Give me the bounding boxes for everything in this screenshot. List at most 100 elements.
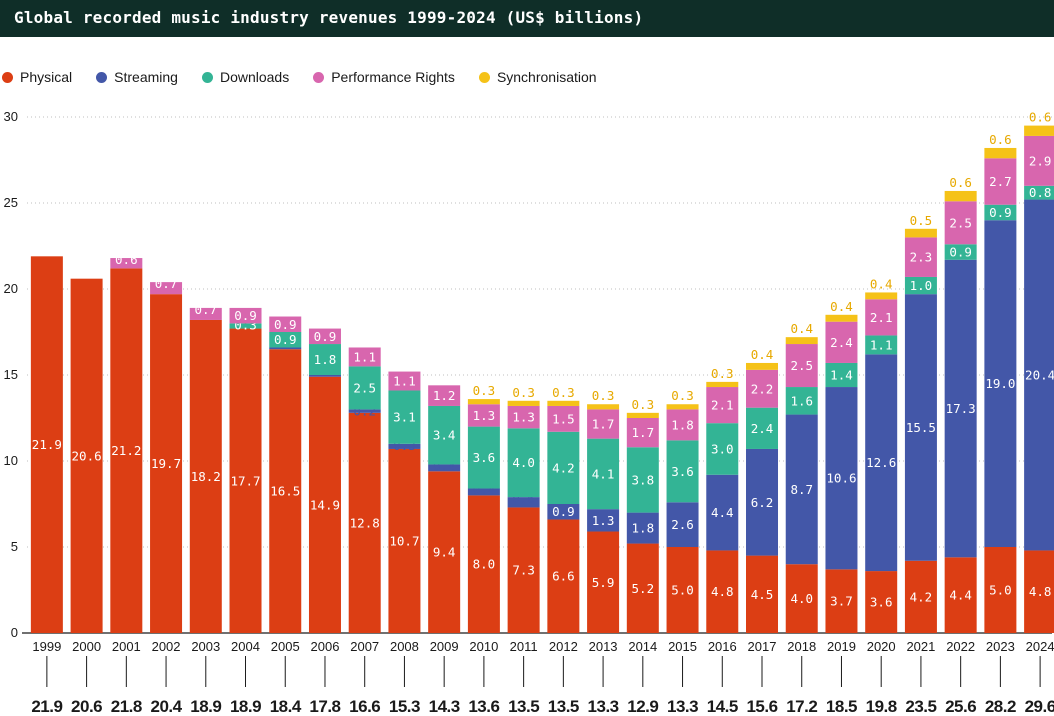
bar-segment-physical [746, 555, 779, 633]
legend-item-performance-rights: Performance Rights [313, 69, 455, 85]
data-label: 8.0 [473, 557, 496, 572]
bar-segment-physical [428, 471, 461, 633]
data-label: 0.4 [751, 347, 774, 362]
data-label: 3.8 [632, 472, 655, 487]
bar-segment-physical [70, 278, 103, 633]
data-label: 5.0 [989, 583, 1012, 598]
data-label: 4.0 [790, 591, 813, 606]
x-tick-label: 2016 [708, 639, 737, 654]
total-label: 17.2 [786, 697, 817, 716]
y-tick-label: 0 [11, 625, 18, 640]
data-label: 6.2 [751, 495, 774, 510]
total-label: 19.8 [866, 697, 897, 716]
data-label: 4.2 [910, 589, 933, 604]
data-label: 2.1 [870, 310, 893, 325]
total-label: 21.8 [111, 697, 142, 716]
bar-segment-physical [269, 349, 302, 633]
x-tick-label: 2013 [589, 639, 618, 654]
bar-segment-downloads [229, 323, 262, 329]
x-tick-label: 2011 [510, 639, 538, 654]
data-label: 19.0 [985, 376, 1015, 391]
bar-segment-downloads [785, 387, 818, 415]
legend-item-physical: Physical [2, 69, 72, 85]
data-label: 0.6 [1029, 110, 1052, 125]
bar-segment-downloads [706, 423, 739, 475]
bar-segment-downloads [746, 407, 779, 449]
data-label: 5.9 [592, 575, 615, 590]
data-label: 0.6 [989, 132, 1012, 147]
data-label: 4.0 [512, 455, 535, 470]
bar-segment-performance-rights [944, 201, 977, 245]
data-label: 0.9 [274, 332, 297, 347]
legend: Physical Streaming Downloads Performance Ri… [2, 67, 621, 87]
data-label: 0.3 [632, 397, 655, 412]
bar-segment-physical [547, 519, 580, 633]
legend-label: Streaming [114, 69, 178, 85]
bar-segment-physical [388, 448, 421, 633]
bar-segment-synchronisation [587, 404, 620, 410]
bar-segment-streaming [308, 375, 341, 377]
data-label: 3.6 [473, 450, 496, 465]
x-tick-label: 2024 [1026, 639, 1054, 654]
total-label: 13.3 [588, 697, 619, 716]
data-label: 0.9 [274, 317, 297, 332]
x-tick-label: 1999 [32, 639, 61, 654]
total-label: 18.9 [230, 697, 261, 716]
bar-segment-physical [785, 564, 818, 633]
total-label: 12.9 [627, 697, 658, 716]
data-label: 1.7 [592, 417, 615, 432]
data-label: 3.6 [870, 595, 893, 610]
legend-swatch [2, 71, 13, 83]
total-label: 13.6 [468, 697, 499, 716]
bar-segment-performance-rights [428, 385, 461, 406]
bar-segment-streaming [746, 448, 779, 556]
bar-segment-physical [904, 560, 937, 633]
total-label: 18.5 [826, 697, 857, 716]
y-tick-label: 25 [4, 195, 18, 210]
data-label: 2.4 [830, 335, 853, 350]
legend-item-streaming: Streaming [96, 69, 178, 85]
bar-segment-downloads [1024, 185, 1054, 200]
bar-segment-synchronisation [746, 362, 779, 370]
bar-segment-performance-rights [746, 369, 779, 408]
bar-segment-physical [944, 557, 977, 633]
bar-segment-downloads [984, 204, 1017, 221]
data-label: 0.9 [552, 504, 575, 519]
data-label: 1.7 [632, 425, 655, 440]
data-label: 17.7 [230, 473, 260, 488]
data-label: 5.0 [671, 583, 694, 598]
bar-segment-streaming [825, 387, 858, 570]
total-label: 13.5 [548, 697, 579, 716]
data-label: 2.3 [910, 250, 933, 265]
data-label: 8.7 [790, 482, 813, 497]
data-label: 4.4 [711, 505, 734, 520]
x-tick-label: 2020 [867, 639, 896, 654]
data-label: 0.3 [711, 366, 734, 381]
bar-segment-physical [348, 412, 381, 633]
x-tick-label: 2000 [72, 639, 101, 654]
data-label: 2.6 [671, 517, 694, 532]
bar-segment-downloads [865, 335, 898, 355]
data-label: 1.1 [353, 349, 376, 364]
bar-segment-performance-rights [388, 371, 421, 391]
bar-segment-downloads [666, 440, 699, 503]
data-label: 2.7 [989, 174, 1012, 189]
x-tick-label: 2022 [946, 639, 975, 654]
data-label: 1.2 [433, 388, 456, 403]
bar-segment-physical [189, 319, 222, 633]
data-label: 0.9 [949, 245, 972, 260]
bar-segment-performance-rights [865, 299, 898, 336]
data-label: 4.8 [1029, 584, 1052, 599]
bar-segment-synchronisation [1024, 125, 1054, 136]
data-label: 3.4 [433, 428, 456, 443]
x-tick-label: 2007 [350, 639, 379, 654]
bar-segment-physical [30, 256, 63, 633]
bar-segment-performance-rights [229, 307, 262, 324]
bar-segment-streaming [388, 443, 421, 449]
total-label: 17.8 [309, 697, 340, 716]
total-label: 20.6 [71, 697, 102, 716]
data-label: 0.3 [671, 388, 694, 403]
legend-label: Downloads [219, 69, 290, 85]
bar-segment-performance-rights [825, 321, 858, 363]
data-label: 20.4 [1025, 368, 1054, 383]
